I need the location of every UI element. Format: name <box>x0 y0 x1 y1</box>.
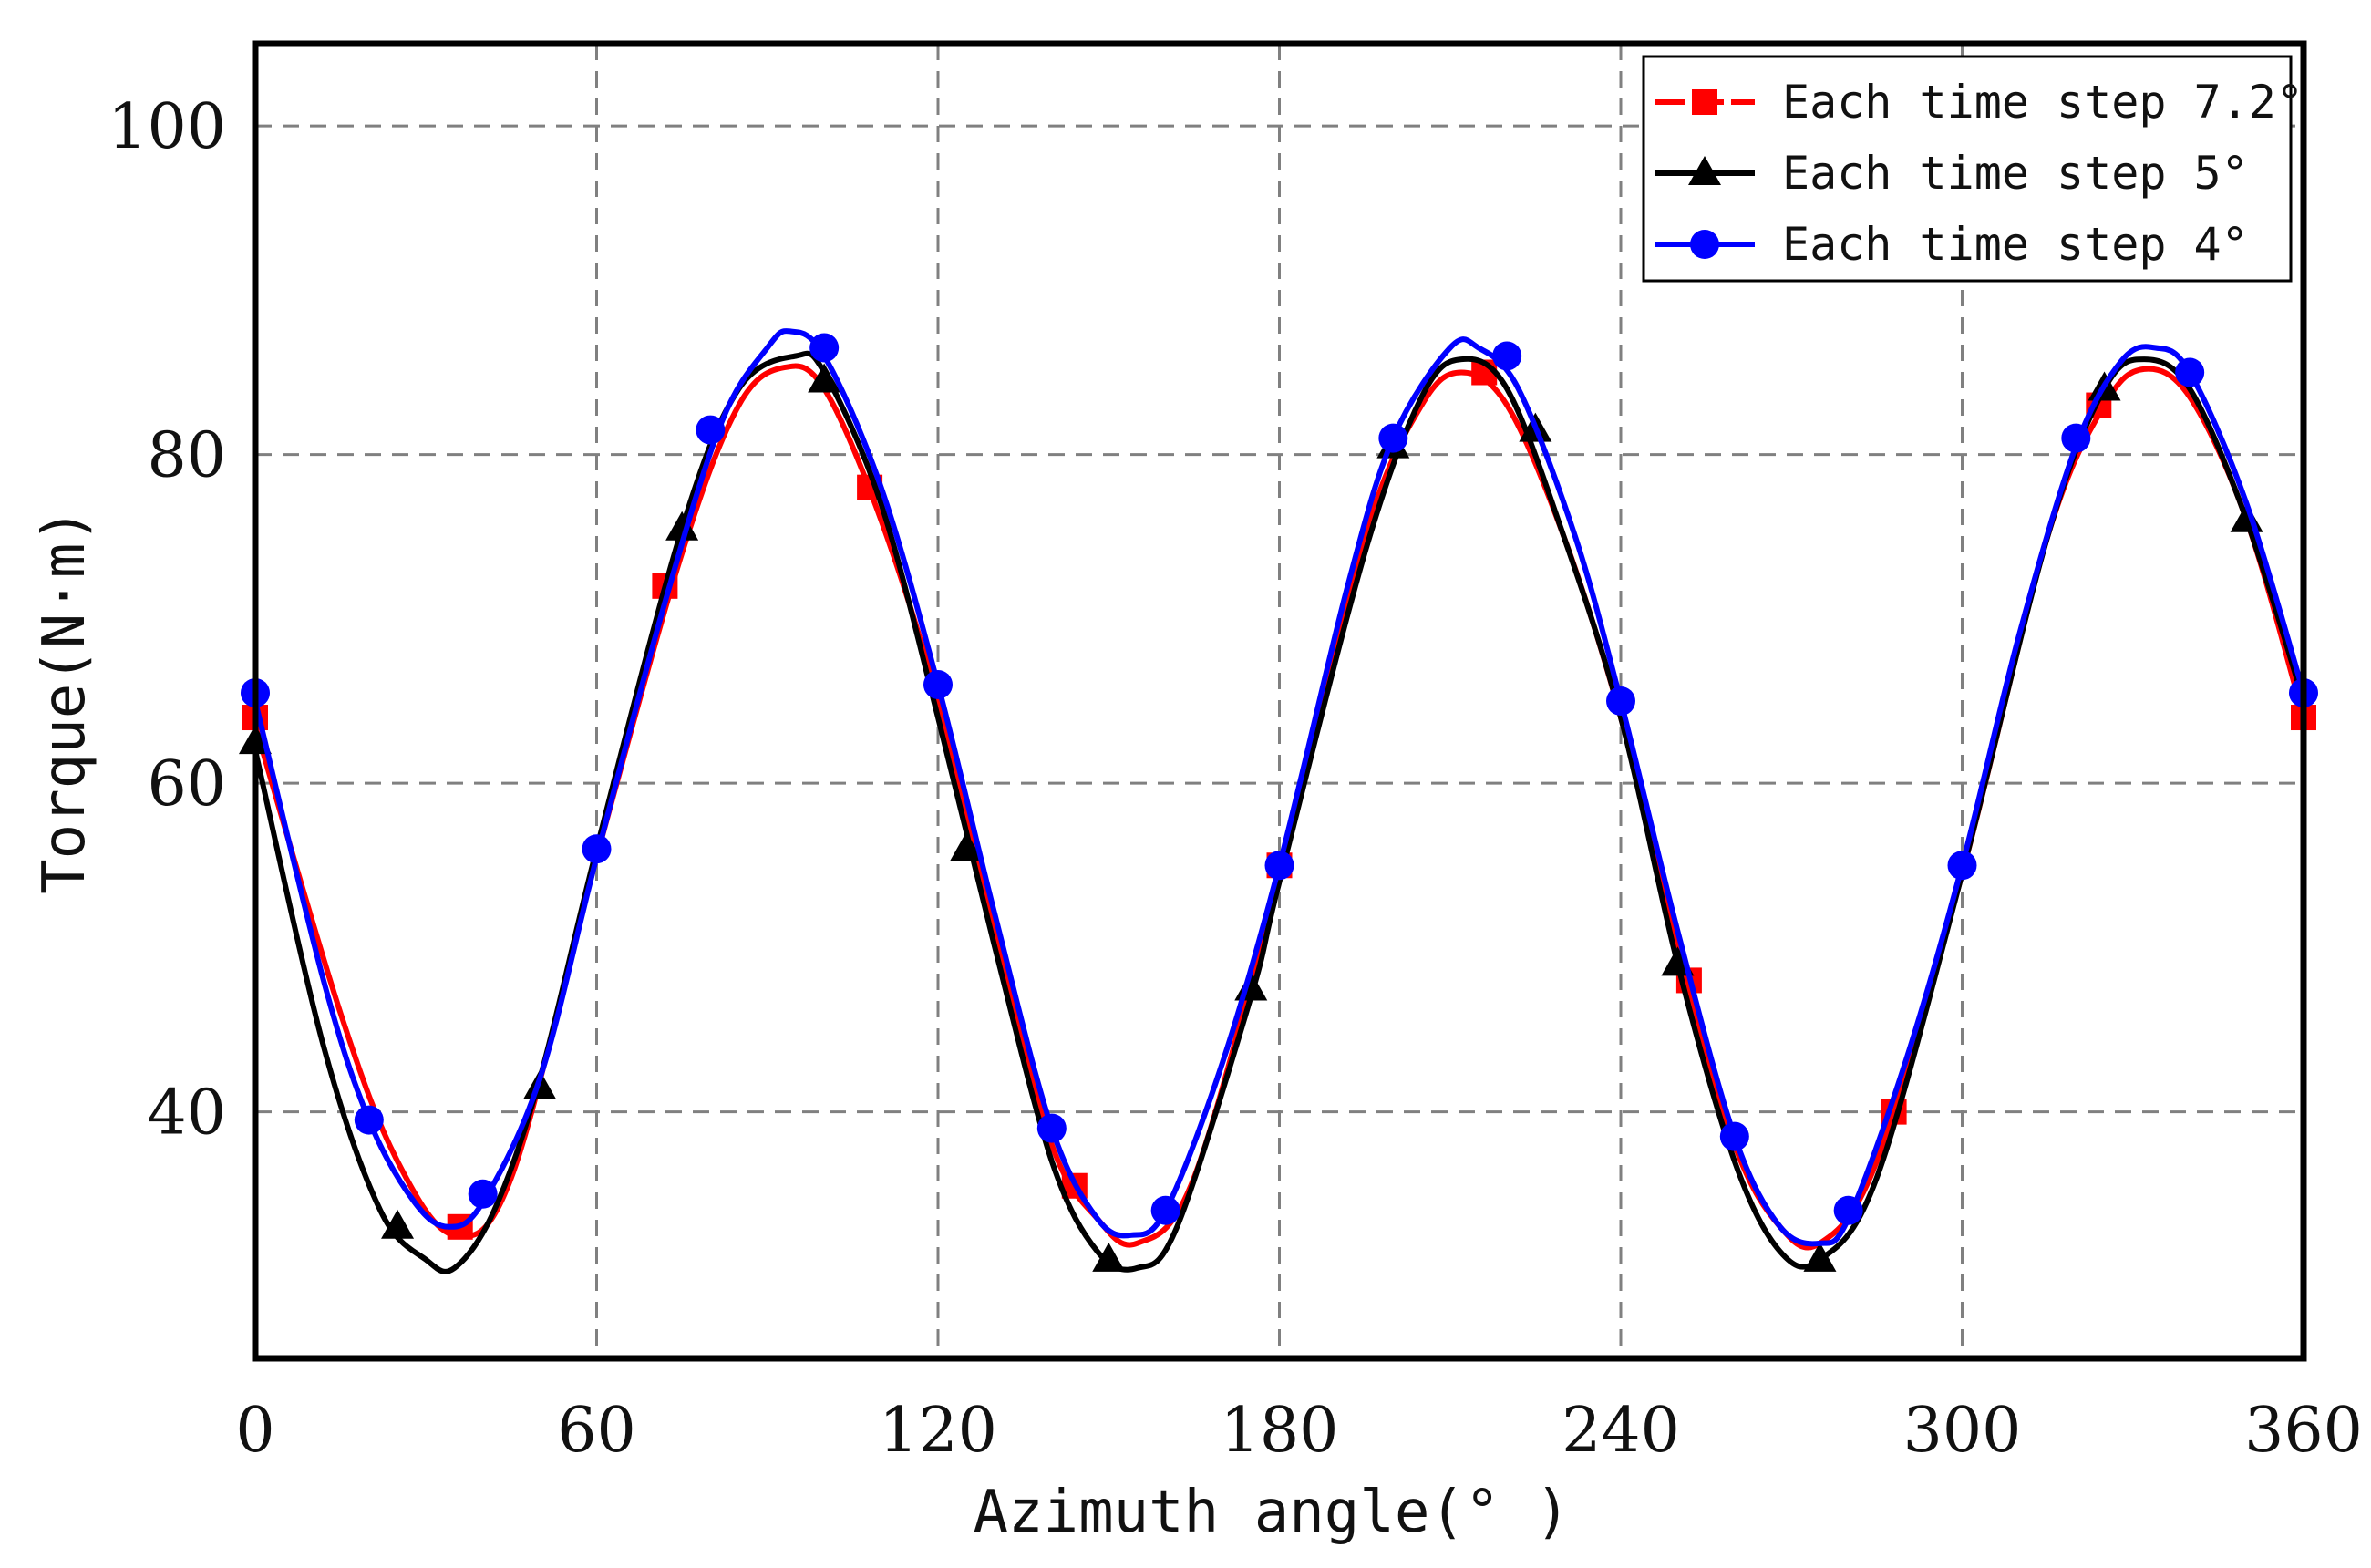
series-layer <box>239 328 2318 1274</box>
data-point-circle <box>809 333 840 363</box>
y-tick-label: 60 <box>147 748 226 820</box>
data-point-circle <box>1492 341 1522 371</box>
data-point-triangle <box>1803 1242 1837 1272</box>
legend-marker-square <box>1692 89 1717 115</box>
x-axis-label: Azimuth angle(° ) <box>973 1479 1570 1546</box>
y-tick-label: 100 <box>108 91 226 163</box>
data-point-triangle <box>381 1209 415 1239</box>
data-point-circle <box>1606 686 1635 716</box>
legend-label: Each time step 4° <box>1782 218 2249 271</box>
data-point-circle <box>696 415 726 445</box>
x-tick-label: 360 <box>2244 1395 2363 1467</box>
x-tick-label: 300 <box>1903 1395 2022 1467</box>
x-tick-labels: 0 60 120 180 240 300 360 <box>235 1395 2363 1467</box>
data-point-circle <box>1947 851 1977 881</box>
data-point-circle <box>468 1179 498 1209</box>
data-point-circle <box>2061 423 2091 453</box>
x-tick-label: 180 <box>1221 1395 1339 1467</box>
data-point-circle <box>1833 1195 1863 1225</box>
data-point-circle <box>354 1105 384 1135</box>
data-point-triangle <box>665 511 699 541</box>
data-point-circle <box>923 669 953 699</box>
x-tick-label: 120 <box>879 1395 997 1467</box>
y-axis-label: Torque(N·m) <box>31 508 98 894</box>
x-tick-label: 60 <box>557 1395 636 1467</box>
legend-label: Each time step 7.2° <box>1782 76 2304 129</box>
data-point-circle <box>1719 1121 1749 1151</box>
y-tick-labels: 40 60 80 100 <box>108 91 226 1150</box>
data-point-circle <box>1378 423 1408 453</box>
data-point-circle <box>582 834 612 864</box>
series-circle <box>241 328 2318 1247</box>
plot-frame <box>252 40 2307 1362</box>
legend-marker-circle <box>1690 230 1719 259</box>
y-tick-label: 40 <box>147 1078 226 1150</box>
data-point-triangle <box>1092 1242 1126 1272</box>
data-point-circle <box>2175 357 2205 387</box>
data-point-circle <box>1264 851 1294 881</box>
data-point-triangle <box>808 363 841 393</box>
legend: Each time step 7.2° Each time step 5° Each… <box>1642 55 2304 283</box>
data-point-triangle <box>950 831 984 861</box>
series-triangle <box>239 350 2306 1274</box>
x-tick-label: 0 <box>235 1395 274 1467</box>
legend-label: Each time step 5° <box>1782 147 2249 200</box>
x-tick-label: 240 <box>1562 1395 1680 1467</box>
data-point-circle <box>1036 1113 1067 1143</box>
y-tick-label: 80 <box>147 420 226 492</box>
data-point-circle <box>1150 1195 1180 1225</box>
legend-marker-triangle <box>1688 156 1721 185</box>
